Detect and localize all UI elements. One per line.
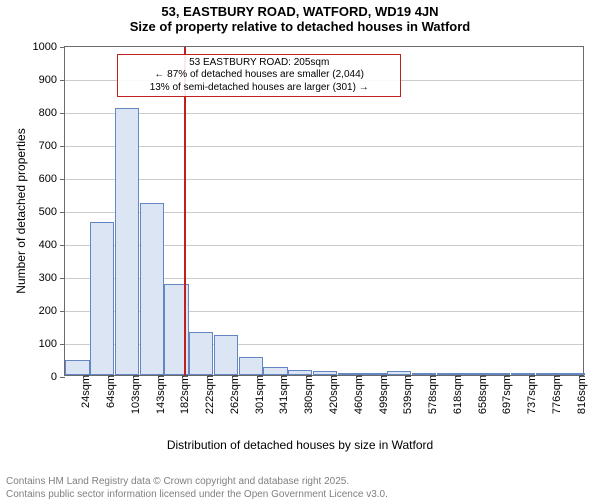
y-tick: 200 <box>39 305 65 317</box>
annotation-line3: 13% of semi-detached houses are larger (… <box>124 82 394 95</box>
annotation-line1: 53 EASTBURY ROAD: 205sqm <box>124 57 394 70</box>
x-tick: 816sqm <box>568 375 588 414</box>
y-tick: 100 <box>39 338 65 350</box>
chart-container: { "chart": { "type": "histogram", "title… <box>0 4 600 500</box>
x-tick: 341sqm <box>270 375 290 414</box>
footer-line1: Contains HM Land Registry data © Crown c… <box>6 476 594 489</box>
x-tick: 618sqm <box>444 375 464 414</box>
bar <box>90 222 114 375</box>
x-tick: 24sqm <box>72 375 92 408</box>
x-tick: 460sqm <box>345 375 365 414</box>
x-tick: 182sqm <box>171 375 191 414</box>
x-tick: 64sqm <box>97 375 117 408</box>
y-tick: 700 <box>39 140 65 152</box>
y-tick: 800 <box>39 107 65 119</box>
bar <box>263 367 287 375</box>
bar <box>115 108 139 375</box>
bar <box>214 335 238 375</box>
y-tick: 600 <box>39 173 65 185</box>
bar <box>189 332 213 375</box>
bar <box>140 203 164 375</box>
x-tick: 499sqm <box>370 375 390 414</box>
x-tick: 776sqm <box>543 375 563 414</box>
gridline <box>65 113 583 114</box>
x-tick: 222sqm <box>196 375 216 414</box>
x-tick: 420sqm <box>320 375 340 414</box>
x-tick: 658sqm <box>469 375 489 414</box>
x-tick: 301sqm <box>246 375 266 414</box>
y-tick: 900 <box>39 74 65 86</box>
y-tick: 400 <box>39 239 65 251</box>
x-axis-label: Distribution of detached houses by size … <box>0 438 600 452</box>
x-tick: 737sqm <box>518 375 538 414</box>
chart-title-line1: 53, EASTBURY ROAD, WATFORD, WD19 4JN <box>0 4 600 19</box>
y-tick: 500 <box>39 206 65 218</box>
y-tick: 300 <box>39 272 65 284</box>
annotation-box: 53 EASTBURY ROAD: 205sqm ← 87% of detach… <box>117 54 401 98</box>
x-tick: 697sqm <box>493 375 513 414</box>
gridline <box>65 179 583 180</box>
x-tick: 539sqm <box>394 375 414 414</box>
x-tick: 103sqm <box>122 375 142 414</box>
y-axis-label: Number of detached properties <box>14 128 28 293</box>
x-tick: 262sqm <box>221 375 241 414</box>
bar <box>239 357 263 375</box>
footer-line2: Contains public sector information licen… <box>6 489 594 500</box>
gridline <box>65 146 583 147</box>
y-tick: 1000 <box>33 41 65 53</box>
bar <box>65 360 89 375</box>
x-tick: 380sqm <box>295 375 315 414</box>
chart-title-line2: Size of property relative to detached ho… <box>0 19 600 34</box>
y-tick: 0 <box>51 371 65 383</box>
x-tick: 143sqm <box>147 375 167 414</box>
plot-area: 0100200300400500600700800900100024sqm64s… <box>64 46 584 376</box>
annotation-line2: ← 87% of detached houses are smaller (2,… <box>124 69 394 82</box>
x-tick: 578sqm <box>419 375 439 414</box>
footer-attribution: Contains HM Land Registry data © Crown c… <box>0 473 600 500</box>
